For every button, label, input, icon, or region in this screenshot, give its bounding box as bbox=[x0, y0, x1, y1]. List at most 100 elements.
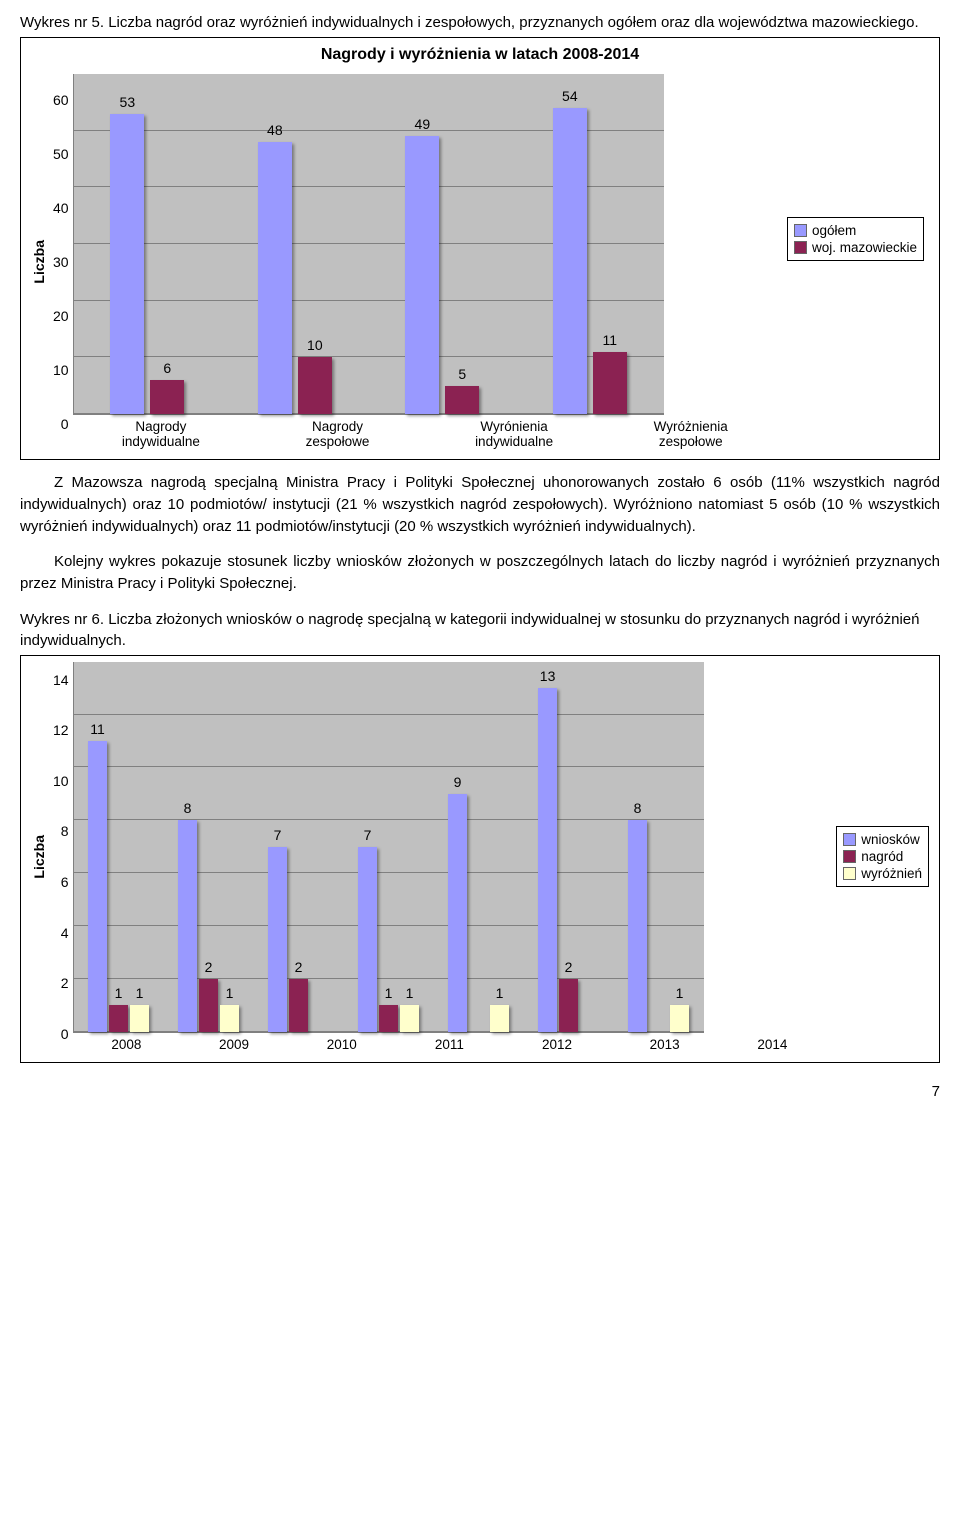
bar-value-label: 6 bbox=[163, 360, 171, 376]
legend-row: nagród bbox=[843, 848, 922, 865]
ytick-label: 10 bbox=[53, 362, 69, 378]
legend-label: nagród bbox=[861, 849, 903, 864]
category-label: Wyróżnienia zespołowe bbox=[602, 419, 779, 449]
chart-1-legend: ogółem woj. mazowieckie bbox=[787, 217, 924, 261]
paragraph-2: Kolejny wykres pokazuje stosunek liczby … bbox=[20, 551, 940, 595]
chart-2-yticks: 14 12 10 8 6 4 2 0 bbox=[53, 672, 73, 1042]
legend-swatch bbox=[794, 241, 807, 254]
bar bbox=[593, 352, 627, 414]
category-label: Nagrody zespołowe bbox=[249, 419, 426, 449]
ytick-label: 10 bbox=[53, 773, 69, 789]
chart-2-catlabels: 2008200920102011201220132014 bbox=[73, 1037, 827, 1052]
legend-row: wniosków bbox=[843, 831, 922, 848]
bar-value-label: 10 bbox=[307, 337, 323, 353]
bar-value-label: 5 bbox=[458, 366, 466, 382]
bar bbox=[88, 741, 107, 1032]
bar bbox=[110, 114, 144, 414]
category-label: Nagrody indywidualne bbox=[73, 419, 250, 449]
gridline bbox=[74, 925, 704, 926]
bar-value-label: 53 bbox=[120, 94, 136, 110]
chart-1-title: Nagrody i wyróżnienia w latach 2008-2014 bbox=[31, 46, 929, 64]
bar bbox=[490, 1005, 509, 1031]
bar bbox=[405, 136, 439, 414]
bar-value-label: 2 bbox=[295, 959, 303, 975]
ytick-label: 14 bbox=[53, 672, 69, 688]
bar bbox=[199, 979, 218, 1032]
chart-2-legend: wniosków nagródwyróżnień bbox=[836, 826, 929, 887]
category-label: Wyrónienia indywidualne bbox=[426, 419, 603, 449]
bar bbox=[298, 357, 332, 414]
bar-value-label: 1 bbox=[136, 985, 144, 1001]
legend-swatch bbox=[843, 867, 856, 880]
bar bbox=[553, 108, 587, 414]
gridline bbox=[74, 872, 704, 873]
ytick-label: 50 bbox=[53, 146, 69, 162]
bar-value-label: 8 bbox=[184, 800, 192, 816]
page-number: 7 bbox=[20, 1083, 940, 1100]
bar bbox=[628, 820, 647, 1031]
bar-value-label: 11 bbox=[603, 332, 618, 348]
category-label: 2011 bbox=[396, 1037, 504, 1052]
bar bbox=[220, 1005, 239, 1031]
chart-1-catlabels: Nagrody indywidualneNagrody zespołoweWyr… bbox=[73, 419, 779, 449]
legend-swatch bbox=[843, 850, 856, 863]
bar-value-label: 1 bbox=[676, 985, 684, 1001]
bar bbox=[178, 820, 197, 1031]
bar bbox=[130, 1005, 149, 1031]
ytick-label: 60 bbox=[53, 92, 69, 108]
ytick-label: 2 bbox=[61, 975, 69, 991]
bar bbox=[379, 1005, 398, 1031]
legend-row: wyróżnień bbox=[843, 865, 922, 882]
bar-value-label: 8 bbox=[634, 800, 642, 816]
category-label: 2008 bbox=[73, 1037, 181, 1052]
ytick-label: 4 bbox=[61, 925, 69, 941]
bar bbox=[268, 847, 287, 1032]
chart-1-frame: Nagrody i wyróżnienia w latach 2008-2014… bbox=[20, 37, 940, 460]
bar-value-label: 54 bbox=[562, 88, 578, 104]
bar bbox=[109, 1005, 128, 1031]
legend-row: woj. mazowieckie bbox=[794, 239, 917, 256]
bar-value-label: 48 bbox=[267, 122, 283, 138]
paragraph-1: Z Mazowsza nagrodą specjalną Ministra Pr… bbox=[20, 472, 940, 537]
category-label: 2014 bbox=[719, 1037, 827, 1052]
bar bbox=[448, 794, 467, 1032]
bar-value-label: 11 bbox=[90, 721, 105, 737]
bar-value-label: 7 bbox=[364, 827, 372, 843]
chart-2-frame: Liczba 14121086420 1111821727119113281 2… bbox=[20, 655, 940, 1063]
legend-label: wniosków bbox=[861, 832, 920, 847]
category-label: 2013 bbox=[611, 1037, 719, 1052]
legend-label: woj. mazowieckie bbox=[812, 240, 917, 255]
bar bbox=[559, 979, 578, 1032]
gridline bbox=[74, 714, 704, 715]
chart-2-plot: 1111821727119113281 bbox=[73, 662, 704, 1033]
legend-swatch bbox=[843, 833, 856, 846]
ytick-label: 8 bbox=[61, 823, 69, 839]
bar-value-label: 1 bbox=[496, 985, 504, 1001]
bar-value-label: 13 bbox=[540, 668, 556, 684]
bar-value-label: 1 bbox=[115, 985, 123, 1001]
bar bbox=[289, 979, 308, 1032]
bar bbox=[538, 688, 557, 1032]
ytick-label: 6 bbox=[61, 874, 69, 890]
bar-value-label: 1 bbox=[226, 985, 234, 1001]
chart-1-ylabel: Liczba bbox=[31, 240, 47, 284]
caption-2: Wykres nr 6. Liczba złożonych wniosków o… bbox=[20, 609, 940, 651]
ytick-label: 12 bbox=[53, 722, 69, 738]
ytick-label: 20 bbox=[53, 308, 69, 324]
bar bbox=[258, 142, 292, 414]
bar-value-label: 1 bbox=[406, 985, 414, 1001]
legend-label: ogółem bbox=[812, 223, 856, 238]
bar bbox=[358, 847, 377, 1032]
legend-row: ogółem bbox=[794, 222, 917, 239]
category-label: 2010 bbox=[288, 1037, 396, 1052]
bar-value-label: 7 bbox=[274, 827, 282, 843]
caption-1: Wykres nr 5. Liczba nagród oraz wyróżnie… bbox=[20, 12, 940, 33]
legend-swatch bbox=[794, 224, 807, 237]
gridline bbox=[74, 766, 704, 767]
ytick-label: 0 bbox=[61, 1026, 69, 1042]
category-label: 2012 bbox=[503, 1037, 611, 1052]
bar bbox=[445, 386, 479, 414]
bar bbox=[670, 1005, 689, 1031]
ytick-label: 0 bbox=[61, 416, 69, 432]
bar bbox=[400, 1005, 419, 1031]
